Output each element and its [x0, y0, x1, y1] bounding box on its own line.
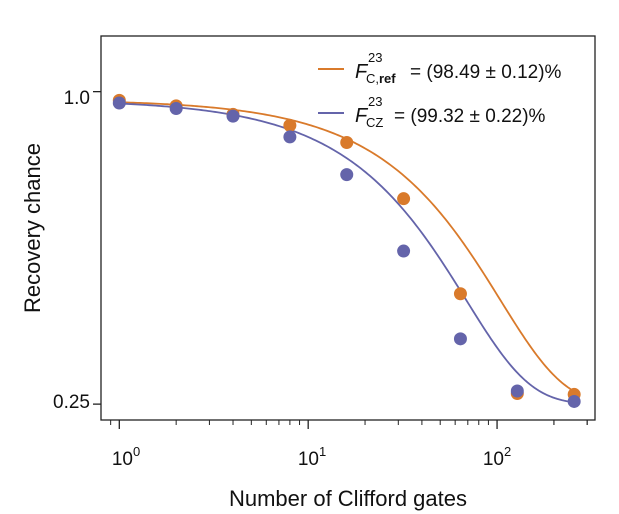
data-point-ref [340, 136, 354, 150]
fit-curve-cz [119, 102, 576, 404]
axis-major-ticks [93, 90, 498, 429]
data-points [112, 93, 581, 408]
x-tick-labels: 100 101 102 [112, 444, 511, 470]
x-tick-label: 101 [298, 444, 326, 470]
plot-frame [100, 35, 596, 421]
data-point-cz [567, 394, 581, 408]
legend-sup-cz: 23 [368, 94, 382, 109]
legend-value-cz: = (99.32 ± 0.22)% [394, 106, 546, 127]
x-minor-ticks [110, 420, 588, 425]
data-point-cz [283, 130, 297, 144]
data-point-cz [169, 101, 183, 115]
y-tick-labels: 1.0 0.25 [53, 88, 90, 413]
data-point-cz [112, 96, 126, 110]
data-point-cz [453, 332, 467, 346]
legend-sub-ref: C,ref [366, 71, 396, 86]
data-point-cz [226, 109, 240, 123]
data-point-cz [340, 168, 354, 182]
data-point-ref [283, 118, 297, 132]
legend-sub-cz: CZ [366, 115, 383, 130]
legend-symbol-ref: F [355, 61, 369, 83]
y-tick-label: 1.0 [64, 88, 90, 109]
data-point-cz [397, 244, 411, 258]
y-axis-title: Recovery chance [20, 143, 45, 313]
y-tick-label: 0.25 [53, 392, 90, 413]
x-axis-title: Number of Clifford gates [229, 486, 467, 511]
data-point-ref [397, 192, 411, 206]
legend-value-ref: = (98.49 ± 0.12)% [410, 62, 562, 83]
x-tick-label: 100 [112, 444, 140, 470]
data-point-cz [510, 384, 524, 398]
legend: F 23 C,ref = (98.49 ± 0.12)% F 23 CZ = (… [318, 50, 562, 130]
data-point-ref [453, 287, 467, 301]
x-tick-label: 102 [483, 444, 511, 470]
legend-symbol-cz: F [355, 105, 369, 127]
legend-sup-ref: 23 [368, 50, 382, 65]
